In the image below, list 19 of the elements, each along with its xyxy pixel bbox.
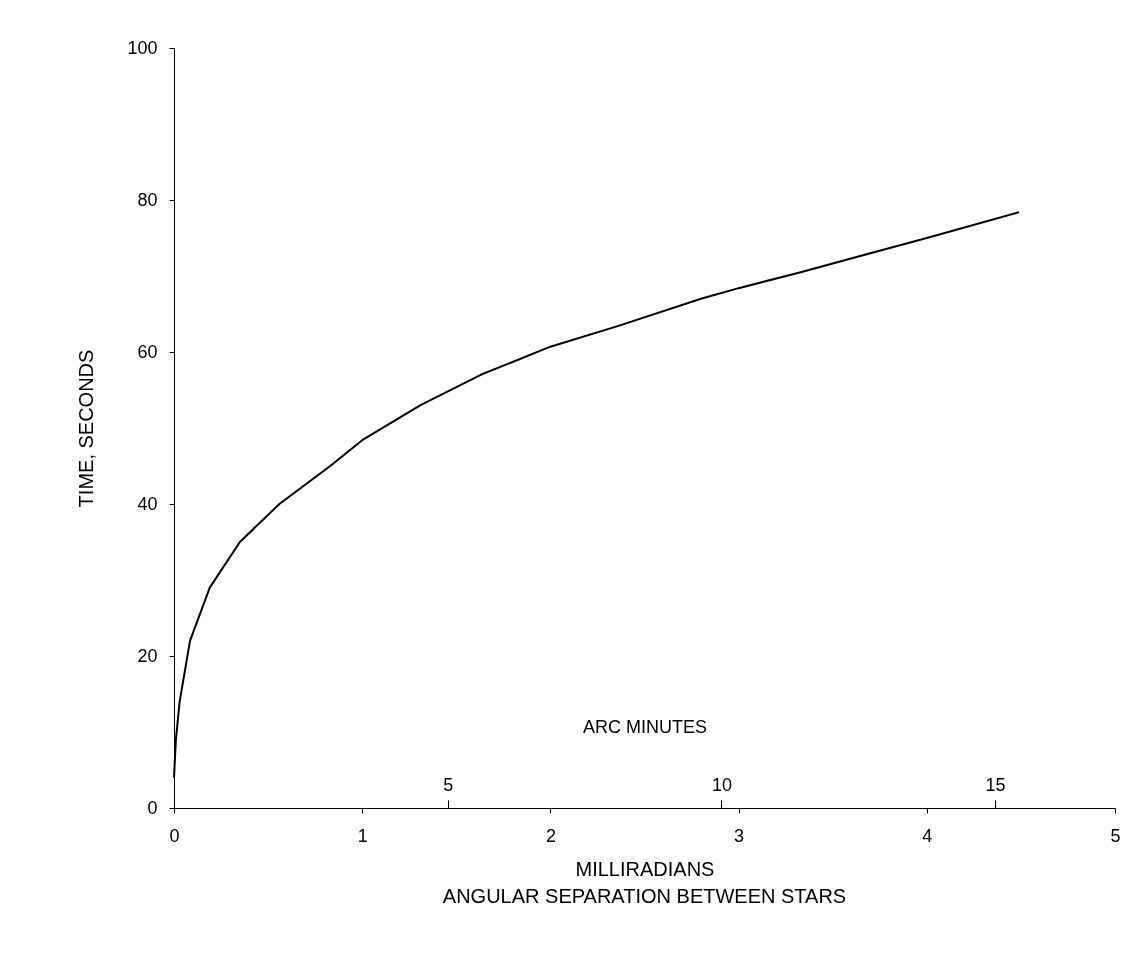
x2-axis-title: ARC MINUTES: [582, 716, 708, 737]
x-tick-label: 3: [734, 825, 745, 846]
y-tick-label: 60: [137, 341, 158, 362]
y-tick-label: 0: [147, 797, 158, 818]
x-tick-label: 0: [169, 825, 180, 846]
x-tick-label: 1: [357, 825, 368, 846]
y-tick-label: 20: [137, 645, 158, 666]
y-axis-title: TIME, SECONDS: [75, 349, 98, 508]
x2-tick-label: 10: [711, 774, 732, 795]
x-tick-label: 2: [545, 825, 556, 846]
y-tick-label: 40: [137, 493, 158, 514]
x-axis-title: MILLIRADIANS: [575, 857, 715, 880]
text: ANGULAR SEPARATION BETWEEN STARS: [442, 885, 847, 907]
x2-tick-label: 15: [985, 774, 1006, 795]
y-tick-label: 100: [127, 37, 158, 58]
x-tick-label: 5: [1110, 825, 1121, 846]
y-tick-label: 80: [137, 189, 158, 210]
x-tick-label: 4: [922, 825, 933, 846]
x2-tick-label: 5: [443, 774, 454, 795]
